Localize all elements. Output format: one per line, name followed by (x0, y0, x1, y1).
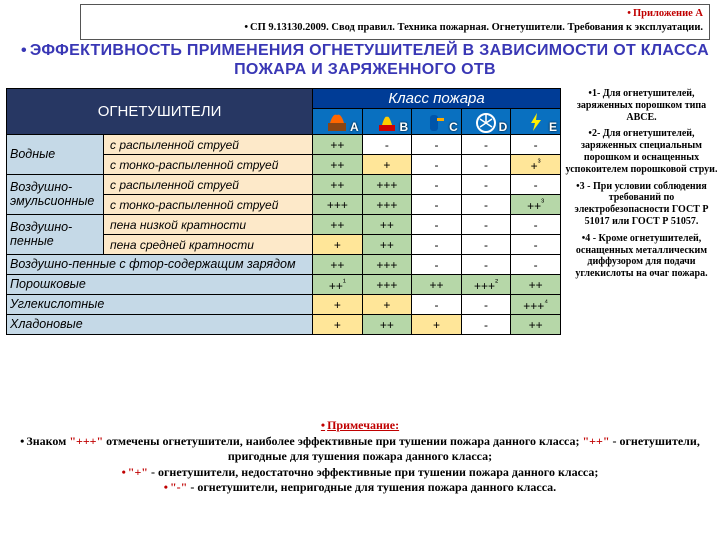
value-cell: - (511, 215, 561, 235)
type-cell: Воздушно-пенные с фтор-содержащим зарядо… (7, 255, 313, 275)
value-cell: ++ (313, 135, 363, 155)
value-cell: ++¹ (313, 275, 363, 295)
value-cell: +++² (461, 275, 511, 295)
fire-class-E-icon: E (511, 109, 561, 135)
th-extinguishers: ОГНЕТУШИТЕЛИ (7, 89, 313, 135)
subtype-cell: пена низкой кратности (103, 215, 312, 235)
type-cell: Хладоновые (7, 315, 313, 335)
fire-class-A-icon: A (313, 109, 363, 135)
note-2: 2- Для огнетушителей, заряженных специал… (565, 128, 718, 175)
content-area: ОГНЕТУШИТЕЛИ Класс пожара ABCDE Водныес … (6, 88, 718, 335)
value-cell: - (461, 195, 511, 215)
value-cell: - (412, 295, 462, 315)
value-cell: - (511, 135, 561, 155)
value-cell: ++ (313, 215, 363, 235)
type-cell: Водные (7, 135, 104, 175)
footnote-title: Примечание: (321, 418, 399, 432)
type-cell: Воздушно-пенные (7, 215, 104, 255)
subtype-cell: с распыленной струей (103, 135, 312, 155)
value-cell: - (461, 175, 511, 195)
note-1: 1- Для огнетушителей, заряженных порошко… (565, 88, 718, 123)
value-cell: - (412, 135, 462, 155)
note-3: 3 - При условии соблюдения требований по… (565, 181, 718, 228)
type-cell: Воздушно-эмульсионные (7, 175, 104, 215)
value-cell: ++ (362, 315, 412, 335)
value-cell: - (461, 235, 511, 255)
value-cell: ++³ (511, 195, 561, 215)
value-cell: +++ (313, 195, 363, 215)
header-appendix: Приложение А (87, 7, 703, 21)
th-fire-class: Класс пожара (313, 89, 561, 109)
header-standard: СП 9.13130.2009. Свод правил. Техника по… (87, 21, 703, 35)
value-cell: + (412, 315, 462, 335)
value-cell: - (461, 155, 511, 175)
page-title: ЭФФЕКТИВНОСТЬ ПРИМЕНЕНИЯ ОГНЕТУШИТЕЛЕЙ В… (20, 42, 710, 80)
value-cell: - (412, 175, 462, 195)
value-cell: +++ (362, 255, 412, 275)
value-cell: - (461, 295, 511, 315)
value-cell: ++ (511, 315, 561, 335)
value-cell: - (362, 135, 412, 155)
value-cell: + (313, 235, 363, 255)
value-cell: + (313, 295, 363, 315)
effectiveness-table-wrap: ОГНЕТУШИТЕЛИ Класс пожара ABCDE Водныес … (6, 88, 561, 335)
value-cell: +++ (362, 175, 412, 195)
value-cell: - (412, 235, 462, 255)
type-cell: Порошковые (7, 275, 313, 295)
effectiveness-table: ОГНЕТУШИТЕЛИ Класс пожара ABCDE Водныес … (6, 88, 561, 335)
type-cell: Углекислотные (7, 295, 313, 315)
value-cell: +++⁴ (511, 295, 561, 315)
subtype-cell: с распыленной струей (103, 175, 312, 195)
value-cell: - (461, 215, 511, 235)
value-cell: - (511, 235, 561, 255)
fire-class-B-icon: B (362, 109, 412, 135)
value-cell: + (362, 295, 412, 315)
value-cell: - (461, 255, 511, 275)
value-cell: + (313, 315, 363, 335)
value-cell: - (412, 195, 462, 215)
subtype-cell: с тонко-распыленной струей (103, 155, 312, 175)
value-cell: ++ (362, 235, 412, 255)
value-cell: ++ (511, 275, 561, 295)
value-cell: ++ (362, 215, 412, 235)
side-notes: 1- Для огнетушителей, заряженных порошко… (561, 88, 718, 335)
value-cell: ++ (412, 275, 462, 295)
value-cell: - (511, 255, 561, 275)
value-cell: ++ (313, 155, 363, 175)
value-cell: - (412, 255, 462, 275)
header-box: Приложение А СП 9.13130.2009. Свод прави… (80, 4, 710, 40)
value-cell: - (461, 315, 511, 335)
value-cell: - (412, 215, 462, 235)
subtype-cell: с тонко-распыленной струей (103, 195, 312, 215)
fire-class-D-icon: D (461, 109, 511, 135)
note-4: 4 - Кроме огнетушителей, оснащенных мета… (565, 233, 718, 280)
value-cell: +++ (362, 275, 412, 295)
value-cell: + (362, 155, 412, 175)
value-cell: - (511, 175, 561, 195)
value-cell: +³ (511, 155, 561, 175)
value-cell: - (412, 155, 462, 175)
value-cell: ++ (313, 175, 363, 195)
value-cell: - (461, 135, 511, 155)
value-cell: ++ (313, 255, 363, 275)
fire-class-C-icon: C (412, 109, 462, 135)
subtype-cell: пена средней кратности (103, 235, 312, 255)
value-cell: +++ (362, 195, 412, 215)
footnote-area: Примечание: Знаком "+++" отмечены огнету… (8, 418, 712, 496)
